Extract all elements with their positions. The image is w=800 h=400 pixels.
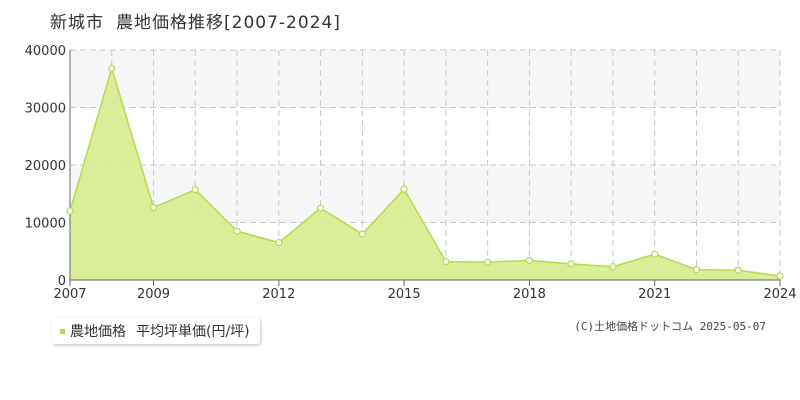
x-tick-label: 2018	[513, 287, 546, 302]
data-point	[442, 258, 450, 266]
chart-title-city: 新城市	[50, 13, 104, 33]
background-bands	[70, 50, 780, 223]
series-line	[69, 65, 781, 277]
data-point	[316, 204, 325, 212]
legend-unit-label: 平均坪単価(円/坪)	[136, 324, 250, 340]
data-point	[567, 260, 575, 268]
data-point	[609, 263, 617, 271]
chart-title: 新城市 農地価格推移[2007-2024]	[50, 8, 341, 33]
data-point	[400, 185, 408, 193]
data-point	[66, 207, 74, 215]
y-tick-label: 0	[58, 274, 66, 289]
data-point	[108, 64, 116, 73]
background-band	[70, 50, 780, 108]
data-point	[525, 256, 534, 265]
y-tick-label: 40000	[25, 44, 66, 59]
data-point	[191, 186, 199, 194]
y-tick-labels: 0 10000 20000 30000 40000	[25, 44, 66, 289]
legend-swatch	[60, 328, 65, 334]
data-point	[651, 250, 659, 258]
copyright-text: (C)土地価格ドットコム 2025-05-07	[574, 320, 766, 333]
data-point	[692, 266, 701, 274]
data-markers	[66, 64, 784, 280]
y-tick-label: 30000	[25, 102, 66, 117]
data-point	[149, 203, 158, 212]
legend: 農地価格 平均坪単価(円/坪)	[52, 318, 260, 344]
legend-series-label: 農地価格	[70, 324, 126, 340]
data-point	[484, 258, 492, 266]
x-tick-label: 2007	[53, 287, 86, 302]
series-area	[70, 68, 780, 281]
x-tick-label: 2024	[763, 287, 796, 302]
x-tick-label: 2009	[137, 287, 170, 302]
area-layer	[69, 65, 781, 281]
x-tick-label: 2021	[638, 287, 671, 302]
data-point	[275, 239, 283, 247]
data-point	[776, 272, 784, 280]
axes	[69, 50, 781, 286]
y-tick-label: 20000	[25, 159, 66, 174]
x-tick-label: 2012	[262, 287, 295, 302]
chart-subtitle: 農地価格推移[2007-2024]	[116, 13, 341, 33]
data-point	[233, 227, 241, 235]
y-tick-label: 10000	[25, 217, 66, 232]
x-tick-label: 2015	[388, 287, 421, 302]
x-tick-labels: 2007 2009 2012 2015 2018 2021 2024	[53, 287, 796, 302]
data-point	[734, 266, 742, 274]
data-point	[358, 230, 366, 238]
